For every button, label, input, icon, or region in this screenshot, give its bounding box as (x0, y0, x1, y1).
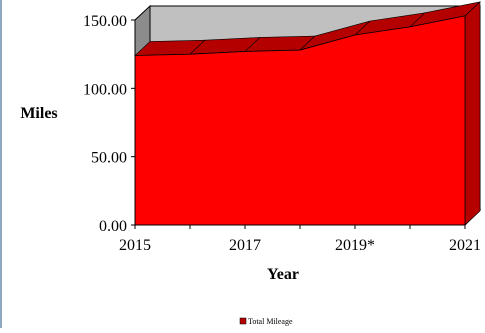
x-tick-label: 2019* (335, 237, 375, 254)
series-layer (134, 1, 481, 226)
y-tick-label: 100.00 (83, 81, 127, 98)
x-tick-label: 2015 (119, 237, 151, 254)
x-tick-label: 2017 (229, 237, 261, 254)
x-tick-label: 2021 (449, 237, 481, 254)
area-series-total-mileage (134, 15, 466, 226)
y-axis-title: Miles (20, 105, 57, 122)
y-tick-label: 0.00 (99, 218, 127, 235)
x-axis-ticks: 2015 2017 2019* 2021 (119, 225, 481, 254)
y-tick-label: 50.00 (91, 150, 127, 167)
y-axis-ticks: 0.00 50.00 100.00 150.00 (83, 13, 135, 235)
legend-swatch-total-mileage (239, 317, 247, 325)
area-right-side (464, 1, 481, 226)
legend: Total Mileage (239, 317, 293, 326)
legend-label-total-mileage: Total Mileage (248, 317, 293, 326)
y-tick-label: 150.00 (83, 13, 127, 30)
x-axis-title: Year (267, 266, 299, 283)
